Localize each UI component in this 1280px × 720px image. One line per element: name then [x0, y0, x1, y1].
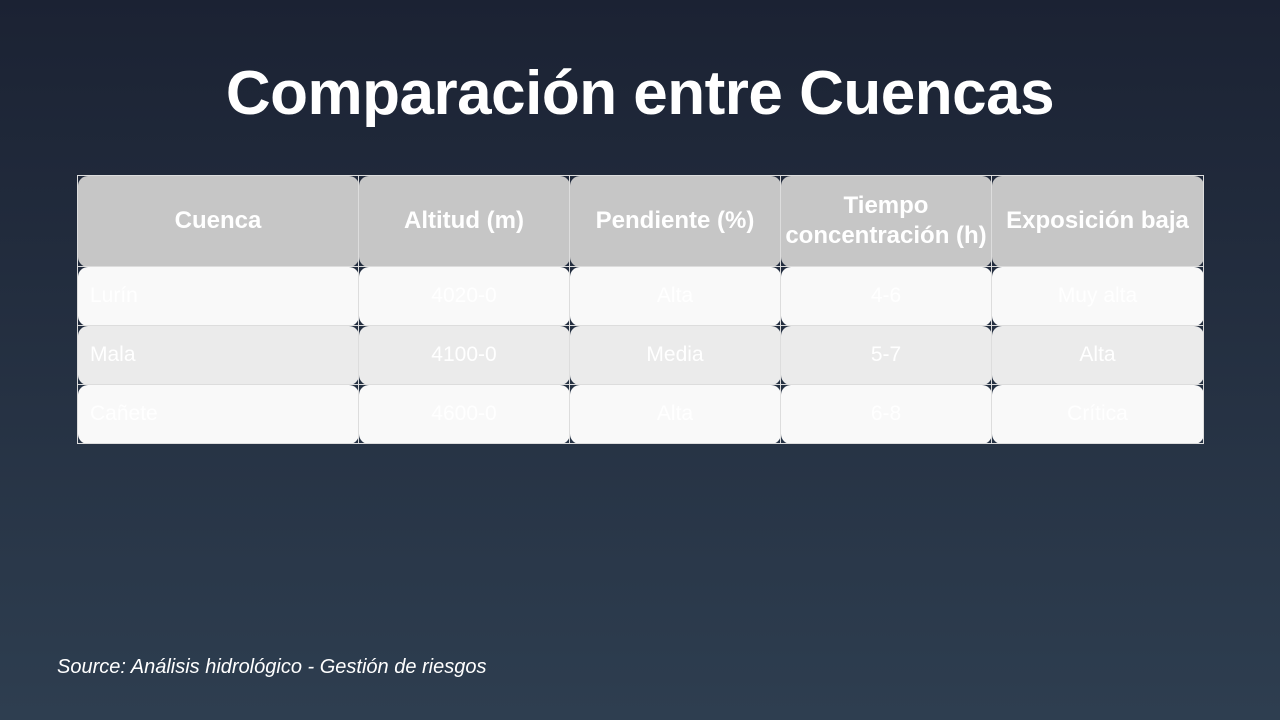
- header-cell: Altitud (m): [358, 175, 570, 267]
- table-cell: 5-7: [780, 325, 992, 385]
- slide-title: Comparación entre Cuencas: [225, 59, 1055, 128]
- table-cell: Alta: [569, 384, 781, 444]
- table-cell: Alta: [991, 325, 1204, 385]
- table-cell: Cañete: [77, 384, 359, 444]
- source-note: Source: Análisis hidrológico - Gestión d…: [57, 656, 487, 678]
- table-cell: Media: [569, 325, 781, 385]
- header-cell: Cuenca: [77, 175, 359, 267]
- table-cell: 6-8: [780, 384, 992, 444]
- table-cell: 4-6: [780, 266, 992, 326]
- header-cell: Pendiente (%): [569, 175, 781, 267]
- header-cell: Tiempo concentración (h): [780, 175, 992, 267]
- table-cell: Mala: [77, 325, 359, 385]
- table-row: Mala 4100-0 Media 5-7 Alta: [77, 325, 1204, 385]
- table-cell: Alta: [569, 266, 781, 326]
- table-cell: Lurín: [77, 266, 359, 326]
- table-cell: 4100-0: [358, 325, 570, 385]
- comparison-table: Cuenca Altitud (m) Pendiente (%) Tiempo …: [77, 175, 1204, 444]
- header-row: Cuenca Altitud (m) Pendiente (%) Tiempo …: [77, 175, 1204, 267]
- table-cell: Muy alta: [991, 266, 1204, 326]
- table-cell: 4020-0: [358, 266, 570, 326]
- table-row: Cañete 4600-0 Alta 6-8 Crítica: [77, 384, 1204, 444]
- table-cell: Crítica: [991, 384, 1204, 444]
- header-cell: Exposición baja: [991, 175, 1204, 267]
- table-cell: 4600-0: [358, 384, 570, 444]
- table-row: Lurín 4020-0 Alta 4-6 Muy alta: [77, 266, 1204, 326]
